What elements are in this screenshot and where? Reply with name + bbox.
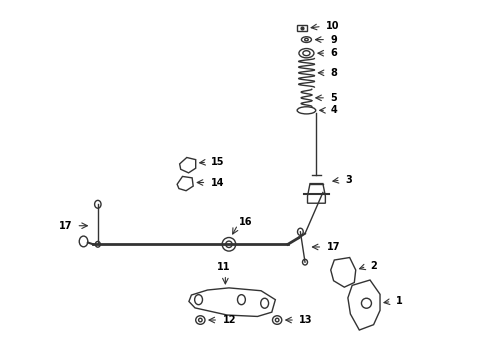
Text: 12: 12 [222,315,236,325]
Text: 17: 17 [327,242,340,252]
Text: 1: 1 [396,296,402,306]
Text: 14: 14 [211,177,224,188]
Text: 4: 4 [330,105,337,115]
Text: 15: 15 [211,157,225,167]
Text: 3: 3 [345,175,352,185]
Text: 2: 2 [371,261,377,271]
Text: 10: 10 [326,21,340,31]
Text: 13: 13 [299,315,313,325]
Text: 6: 6 [330,48,337,58]
Text: 11: 11 [217,262,230,272]
Text: 5: 5 [330,93,337,103]
Text: 16: 16 [239,217,252,227]
Text: 9: 9 [330,35,337,45]
Text: 17: 17 [59,221,72,231]
Text: 8: 8 [330,68,337,78]
